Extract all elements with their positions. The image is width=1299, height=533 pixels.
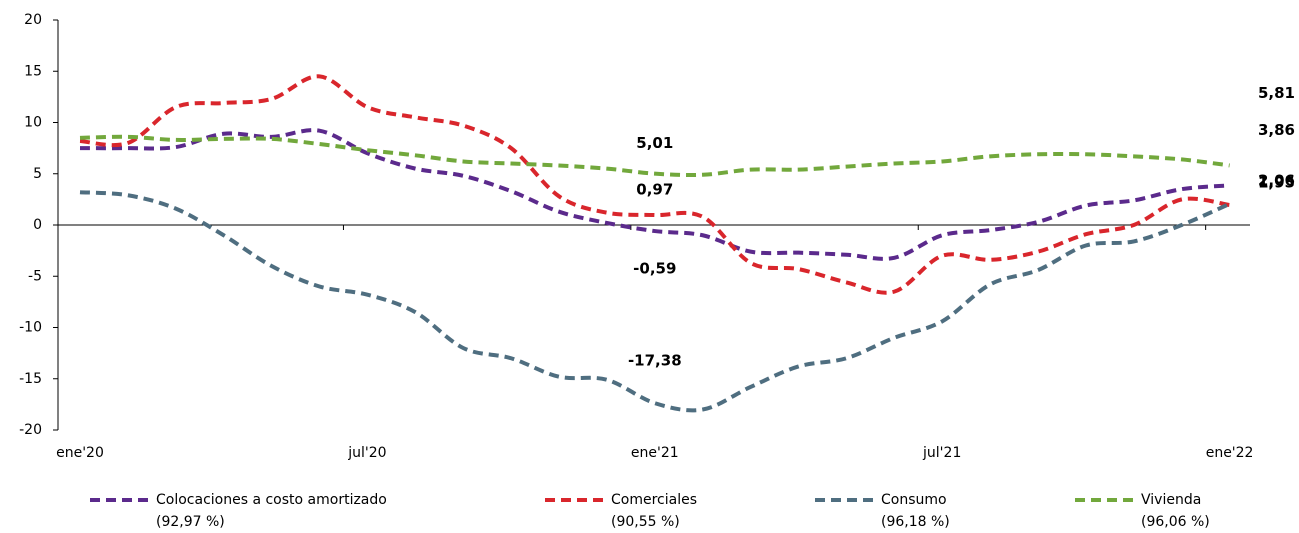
legend-label: Vivienda: [1141, 492, 1201, 508]
legend-note: (96,18 %): [881, 514, 950, 530]
value-label: 3,86: [1258, 121, 1295, 139]
y-tick-label: 10: [24, 115, 42, 131]
value-label: 5,01: [636, 134, 673, 152]
value-label: 5,81: [1258, 84, 1295, 102]
legend-note: (90,55 %): [611, 514, 680, 530]
legend-label: Colocaciones a costo amortizado: [156, 492, 387, 508]
value-label: 2,06: [1258, 171, 1295, 189]
line-series: [79, 128, 1230, 261]
value-label: 0,97: [636, 181, 673, 199]
legend-note: (92,97 %): [156, 514, 225, 530]
line-series: [79, 190, 1231, 413]
x-tick-label: ene'20: [56, 445, 104, 461]
x-tick-label: jul'20: [347, 445, 386, 461]
x-tick-label: jul'21: [922, 445, 961, 461]
x-tick-label: ene'21: [631, 445, 679, 461]
y-tick-label: -10: [19, 320, 42, 336]
x-tick-label: ene'22: [1206, 445, 1254, 461]
legend-note: (96,06 %): [1141, 514, 1210, 530]
y-tick-label: 5: [33, 166, 42, 182]
value-label: -17,38: [628, 352, 682, 370]
line-series: [79, 134, 1230, 178]
y-tick-label: -5: [28, 268, 42, 284]
y-tick-label: 20: [24, 12, 42, 28]
y-tick-label: 0: [33, 217, 42, 233]
y-tick-label: 15: [24, 63, 42, 79]
y-tick-label: -15: [19, 371, 42, 387]
value-label: 1,95: [1258, 174, 1295, 192]
legend-label: Comerciales: [611, 492, 697, 508]
legend-label: Consumo: [881, 492, 947, 508]
y-tick-label: -20: [19, 422, 42, 438]
value-label: -0,59: [633, 260, 676, 278]
